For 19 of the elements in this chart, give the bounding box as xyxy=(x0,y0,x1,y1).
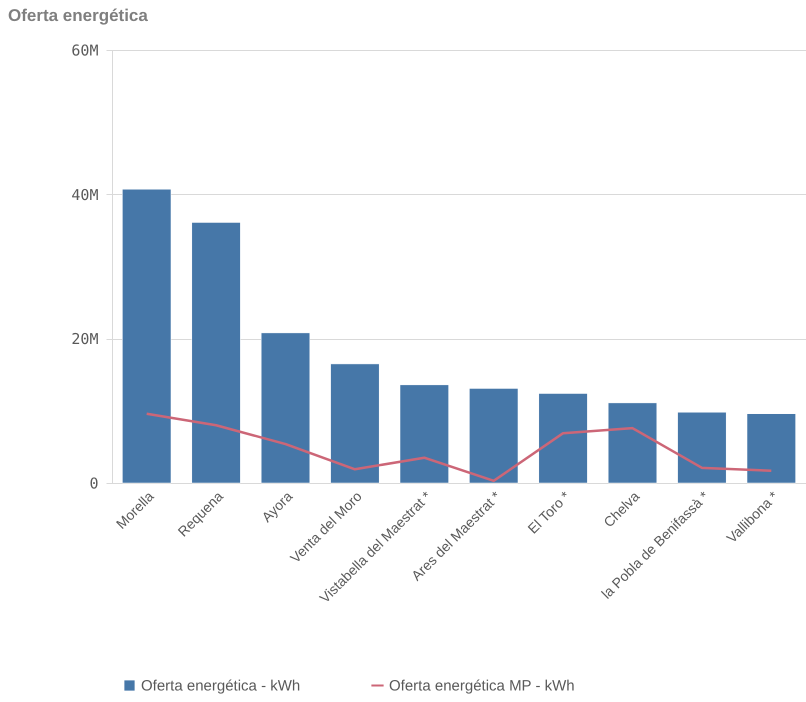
chart-title: Oferta energética xyxy=(8,6,148,25)
bar xyxy=(469,388,518,484)
legend-label: Oferta energética - kWh xyxy=(141,678,300,694)
bar xyxy=(122,189,172,484)
x-tick-label: El Toro * xyxy=(524,488,574,537)
bar xyxy=(538,393,588,484)
y-tick-label: 20M xyxy=(71,330,98,348)
y-tick-label: 60M xyxy=(71,42,98,60)
y-tick-label: 0 xyxy=(89,474,98,492)
y-tick-label: 40M xyxy=(71,186,98,204)
bar xyxy=(746,413,796,484)
bar xyxy=(677,412,726,484)
bar xyxy=(260,332,310,484)
bar xyxy=(608,402,658,484)
legend-label: Oferta energética MP - kWh xyxy=(389,678,575,694)
line-series xyxy=(145,412,773,482)
bar xyxy=(400,384,449,484)
bar xyxy=(330,364,380,484)
bar xyxy=(192,222,241,484)
